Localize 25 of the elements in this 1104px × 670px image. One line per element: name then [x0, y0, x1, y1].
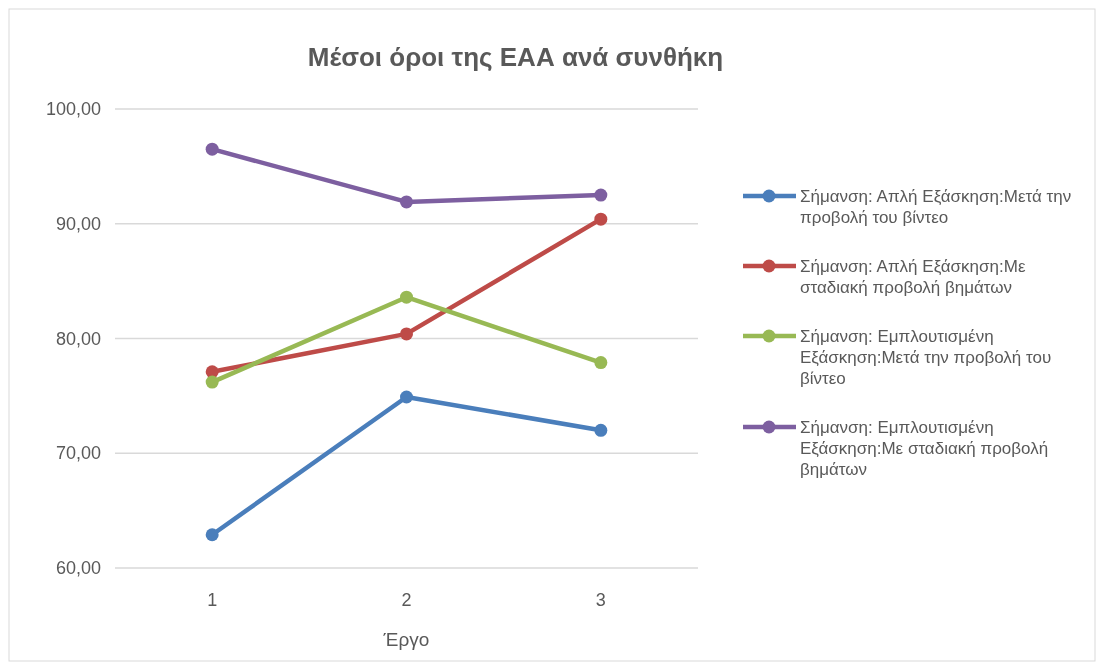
point [594, 423, 608, 437]
point [400, 195, 413, 209]
point [400, 390, 413, 404]
point [594, 212, 608, 226]
x-tick-label: 1 [207, 590, 218, 610]
point [400, 290, 413, 304]
y-tick-label: 70,00 [55, 443, 101, 464]
y-tick-label: 100,00 [45, 99, 101, 119]
x-tick-label: 3 [595, 590, 606, 610]
chart-title: Μέσοι όροι της ΕΑΑ ανά συνθήκη [307, 42, 724, 72]
point [400, 327, 413, 341]
y-tick-label: 80,00 [55, 328, 101, 349]
point [205, 375, 219, 389]
point [205, 142, 219, 156]
legend-label: Σήμανση: Απλή Εξάσκηση:Με σταδιακή προβολή βημάτων [800, 257, 1026, 297]
point [594, 356, 608, 370]
y-tick-label: 60,00 [55, 558, 101, 578]
legend-label: Σήμανση: Εμπλουτισμένη Εξάσκηση:Μετά την προβολή του βίντεο [800, 327, 1052, 388]
x-tick-label: 2 [401, 590, 412, 610]
point [594, 188, 608, 202]
legend-label: Σήμανση: Εμπλουτισμένη Εξάσκηση:Με σταδιακή προβολή βημάτων [800, 418, 1049, 479]
legend-label: Σήμανση: Απλή Εξάσκηση:Μετά την προβολή του βίντεο [800, 187, 1072, 227]
point [205, 528, 219, 542]
x-axis-title: Έργο [382, 629, 430, 650]
y-tick-label: 90,00 [55, 213, 101, 234]
